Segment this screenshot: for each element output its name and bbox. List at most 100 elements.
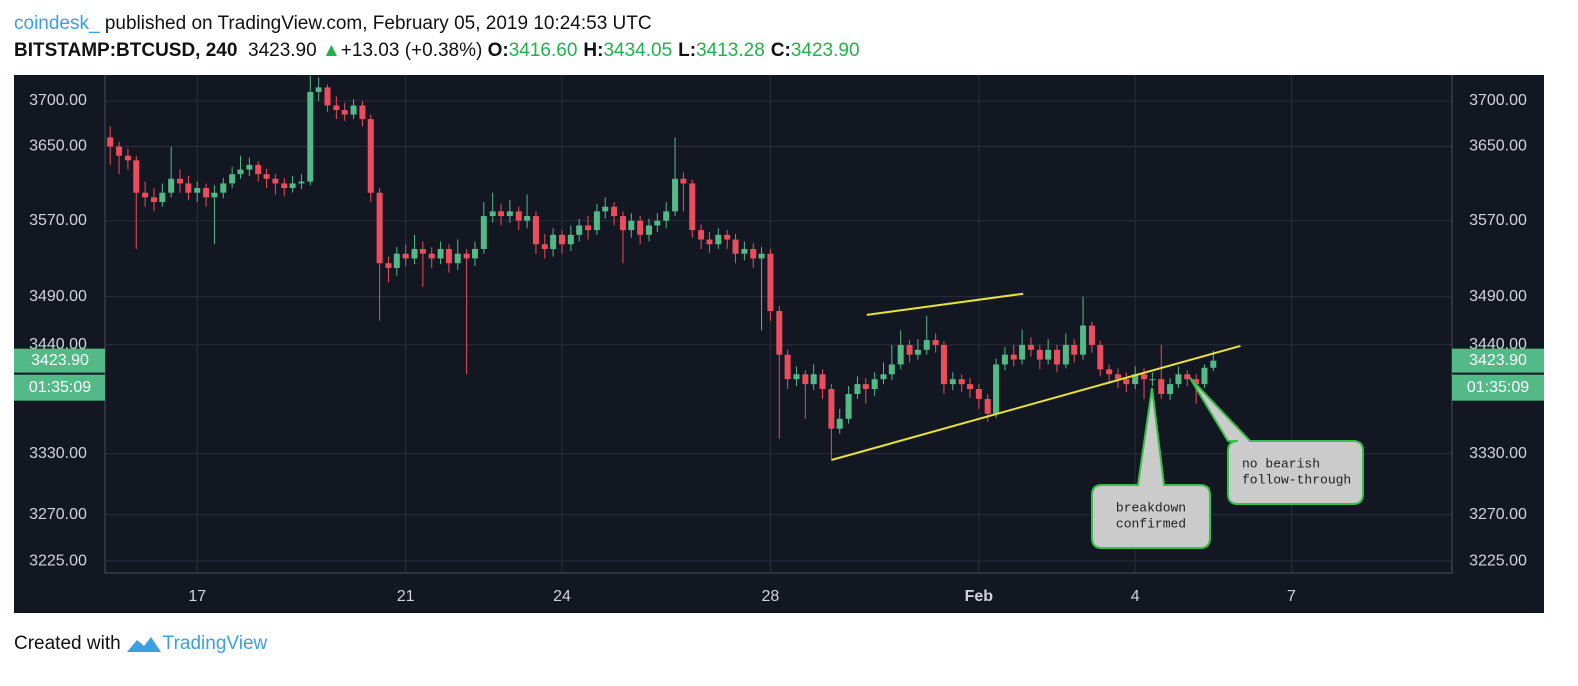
ohlc-value: 3416.60	[508, 40, 578, 61]
candle-body	[385, 263, 392, 268]
published: published on TradingView.com, February 0…	[104, 13, 652, 34]
candle-body	[1141, 374, 1148, 380]
candle-body	[1106, 369, 1113, 375]
candle-body	[1027, 344, 1034, 350]
callout-text: confirmed	[1116, 516, 1186, 531]
y-tick-label: 3650.00	[29, 138, 87, 155]
y-tick-label-right: 3330.00	[1469, 445, 1527, 462]
candle-body	[524, 216, 531, 221]
countdown: 01:35:09	[29, 379, 91, 396]
y-tick-label: 3330.00	[29, 445, 87, 462]
logo	[126, 637, 161, 652]
candle-body	[220, 183, 227, 193]
candle-body	[437, 248, 444, 259]
candle-body	[177, 178, 184, 184]
candle-body	[932, 340, 939, 345]
candle-body	[515, 211, 522, 221]
x-tick-label: 28	[762, 588, 780, 605]
candle-body	[159, 192, 166, 203]
candle-body	[506, 211, 513, 217]
price-label-box	[1452, 348, 1544, 373]
callout	[1091, 387, 1211, 549]
y-tick-label: 3700.00	[29, 92, 87, 109]
candle-body	[654, 220, 661, 226]
candle-body	[289, 183, 296, 189]
price-label-box	[14, 348, 105, 373]
y-tick-label: 3570.00	[29, 212, 87, 229]
callout-text: follow-through	[1242, 472, 1351, 487]
candle-body	[758, 253, 765, 259]
candle-body	[541, 244, 548, 249]
candle-body	[315, 87, 322, 92]
callout-text: breakdown	[1116, 500, 1186, 515]
candle-body	[828, 389, 835, 429]
x-tick-label: Feb	[965, 588, 994, 605]
candle-body	[1010, 354, 1017, 360]
candle-body	[341, 110, 348, 115]
candle-body	[637, 220, 644, 235]
candle-body	[194, 188, 201, 193]
countdown-box	[14, 374, 105, 401]
candle-body	[906, 344, 913, 355]
candle-body	[854, 384, 861, 394]
candle-body	[940, 344, 947, 385]
candle-body	[958, 379, 965, 385]
candle-body	[966, 384, 973, 390]
change: +13.03 (+0.38%)	[340, 40, 483, 61]
source: coindesk_	[14, 13, 100, 34]
candle-body	[471, 248, 478, 259]
candle-body	[168, 178, 175, 193]
x-tick-label: 24	[553, 588, 571, 605]
candle-body	[993, 364, 1000, 414]
x-tick-label: 7	[1287, 588, 1296, 605]
ohlc-value: 3413.28	[696, 40, 765, 61]
candle-body	[576, 225, 583, 235]
candle-body	[1123, 379, 1130, 385]
y-tick-label: 3490.00	[29, 288, 87, 305]
candle-body	[1001, 354, 1008, 365]
candle-body	[1210, 360, 1217, 368]
candle-body	[836, 418, 843, 429]
price-label: 3423.90	[31, 352, 89, 369]
footer: Created with TradingView	[14, 632, 267, 656]
up-arrow: ▲	[321, 40, 341, 61]
ohlc-label: H:	[583, 40, 604, 61]
y-tick-label-right: 3700.00	[1469, 92, 1527, 109]
y-tick-label-right: 3650.00	[1469, 138, 1527, 155]
candle-body	[550, 234, 557, 249]
x-tick-label: 17	[188, 588, 206, 605]
candle-body	[480, 216, 487, 249]
candle-body	[281, 183, 288, 189]
candle-body	[984, 398, 991, 414]
candle-body	[750, 248, 757, 259]
candle-body	[1088, 325, 1095, 345]
candle-body	[393, 253, 400, 268]
ohlc-label: L:	[678, 40, 697, 61]
price: 3423.90	[248, 40, 317, 61]
candle-body	[1201, 367, 1208, 385]
candle-body	[498, 211, 505, 217]
footer-text: Created with	[14, 633, 121, 654]
candle-body	[1054, 349, 1061, 365]
candle-body	[133, 160, 140, 193]
candle-body	[246, 164, 253, 170]
candle-body	[949, 379, 956, 385]
candle-body	[324, 87, 331, 106]
candle-body	[350, 105, 357, 115]
candle-body	[724, 234, 731, 240]
trendline	[831, 344, 1241, 461]
candle-body	[672, 178, 679, 212]
candle-body	[1019, 344, 1026, 360]
candle-body	[116, 146, 123, 156]
candle-body	[1149, 379, 1156, 381]
candle-body	[237, 169, 244, 175]
candle-body	[298, 181, 305, 184]
candle-body	[741, 248, 748, 254]
candle-body	[454, 253, 461, 264]
brand: TradingView	[162, 633, 268, 654]
callout	[1189, 377, 1364, 505]
candle-body	[1062, 344, 1069, 365]
candle-body	[463, 253, 470, 259]
x-tick-label: 21	[397, 588, 415, 605]
candle-body	[593, 211, 600, 231]
